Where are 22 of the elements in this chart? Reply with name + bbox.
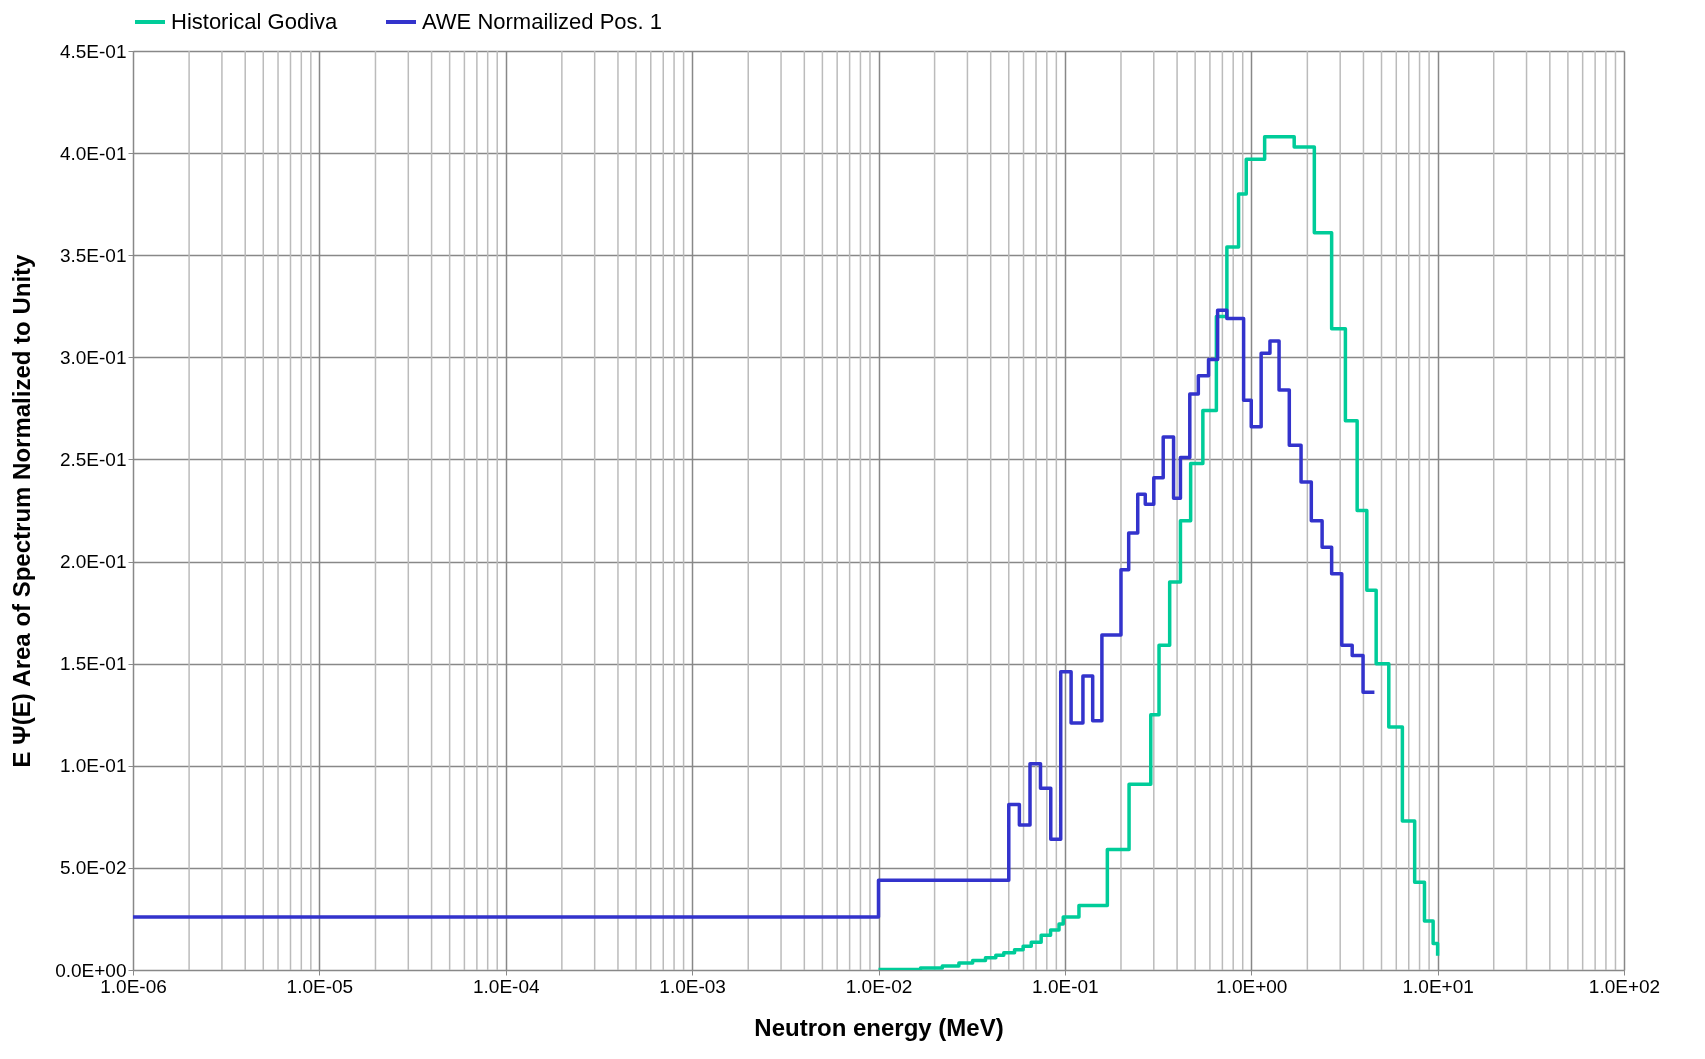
x-tick-label: 1.0E+01 xyxy=(1402,975,1474,997)
x-tick-label: 1.0E-01 xyxy=(1032,975,1099,997)
x-tick-label: 1.0E-05 xyxy=(286,975,354,997)
y-tick-label: 4.0E-01 xyxy=(59,142,127,164)
y-tick-label: 5.0E-02 xyxy=(59,857,127,879)
x-tick-label: 1.0E+02 xyxy=(1588,975,1661,997)
x-tick-label: 1.0E+00 xyxy=(1216,975,1288,997)
legend-label: Historical Godiva xyxy=(171,9,339,34)
legend-label: AWE Normailized Pos. 1 xyxy=(422,9,663,34)
y-tick-label: 2.5E-01 xyxy=(59,448,127,470)
y-tick-label: 3.0E-01 xyxy=(59,346,127,368)
y-tick-label: 1.5E-01 xyxy=(59,653,127,675)
y-axis-title: E Ψ(E) Area of Spectrum Normalized to Unity xyxy=(8,253,36,768)
y-tick-label: 3.5E-01 xyxy=(59,244,127,266)
y-tick-label: 0.0E+00 xyxy=(55,959,127,981)
x-tick-label: 1.0E-03 xyxy=(659,975,726,997)
x-axis-title: Neutron energy (MeV) xyxy=(754,1013,1004,1041)
y-tick-label: 1.0E-01 xyxy=(59,755,127,777)
y-tick-label: 4.5E-01 xyxy=(59,40,127,62)
x-tick-label: 1.0E-04 xyxy=(472,975,540,997)
x-tick-label: 1.0E-02 xyxy=(845,975,913,997)
y-tick-label: 2.0E-01 xyxy=(59,551,127,573)
